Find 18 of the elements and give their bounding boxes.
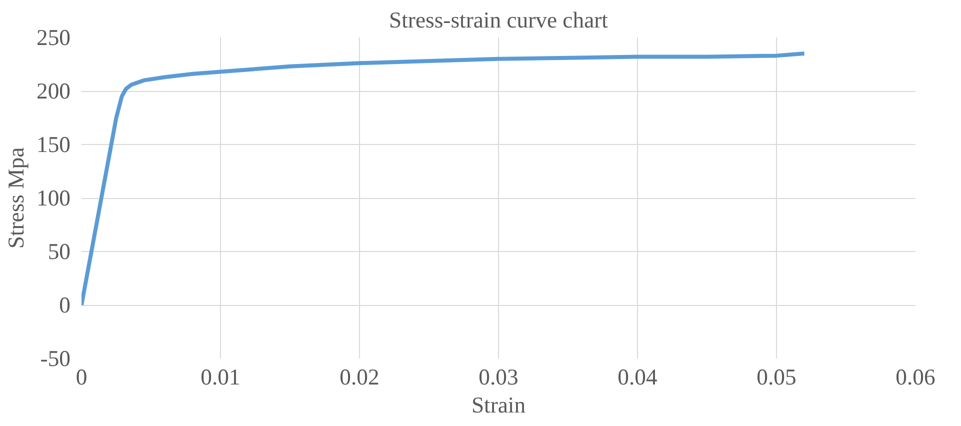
- chart-title: Stress-strain curve chart: [389, 8, 609, 32]
- x-tick-label: 0.03: [478, 364, 518, 390]
- y-tick-label: -50: [40, 346, 70, 371]
- x-tick-label: 0.02: [340, 364, 380, 390]
- x-tick-label: 0.06: [896, 364, 936, 390]
- y-tick-label: 250: [36, 25, 70, 50]
- y-axis-title: Stress Mpa: [4, 147, 29, 249]
- y-tick-label: 0: [59, 292, 70, 318]
- x-tick-label: 0.04: [618, 364, 658, 390]
- x-tick-label: 0: [76, 364, 88, 390]
- y-tick-label: 50: [48, 239, 70, 264]
- y-tick-label: 150: [36, 132, 70, 157]
- line-series: [82, 52, 806, 307]
- y-tick-label: 200: [36, 78, 70, 104]
- x-tick-label: 0.05: [756, 364, 796, 390]
- x-axis-title: Strain: [471, 392, 526, 418]
- y-tick-label: 100: [36, 186, 70, 210]
- x-tick-label: 0.01: [200, 364, 240, 390]
